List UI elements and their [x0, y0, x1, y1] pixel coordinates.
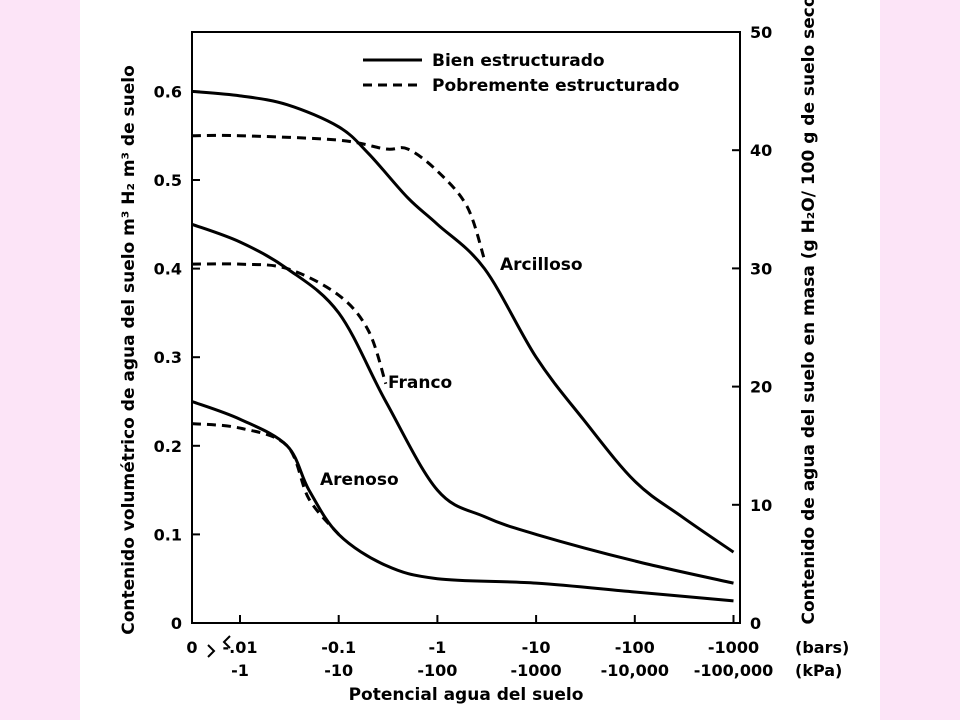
x-tick-label-bars: -.01 — [223, 638, 258, 657]
x-tick-label-kpa: -1000 — [511, 661, 562, 680]
axis-break-arrow — [207, 644, 216, 658]
series-arcilloso-solid — [191, 89, 735, 554]
series-franco-solid — [191, 222, 734, 585]
x-axis-label: Potencial agua del suelo — [349, 685, 584, 705]
y-left-tick-label: 0 — [171, 614, 182, 633]
y-left-tick-label: 0.2 — [154, 437, 182, 456]
x-tick-label-kpa: -100,000 — [694, 661, 774, 680]
y-right-tick-label: 20 — [750, 378, 772, 397]
x-tick-label-bars: -1000 — [708, 638, 759, 657]
x-unit-kpa: (kPa) — [795, 661, 842, 680]
x-tick-label-bars: -10 — [522, 638, 551, 657]
y-right-tick-label: 50 — [750, 23, 772, 42]
y-left-tick-label: 0.1 — [154, 525, 182, 544]
y-right-tick-label: 0 — [750, 614, 761, 633]
series-franco-dashed — [191, 262, 388, 385]
chart-panel — [80, 0, 880, 720]
y-right-tick-label: 40 — [750, 141, 772, 160]
curve-label-arenoso: Arenoso — [320, 470, 399, 490]
y-left-axis-label: Contenido volumétrico de agua del suelo … — [119, 65, 139, 635]
y-right-tick-label: 10 — [750, 496, 772, 515]
curve-label-arcilloso: Arcilloso — [500, 255, 583, 275]
curve-label-franco: Franco — [388, 373, 452, 393]
legend-label: Pobremente estructurado — [432, 76, 679, 96]
x-tick-label-bars: -1 — [429, 638, 447, 657]
x-tick-label-bars: 0 — [186, 638, 197, 657]
x-unit-bars: (bars) — [795, 638, 849, 657]
series-arenoso-dashed — [191, 422, 340, 536]
x-tick-label-kpa: -100 — [417, 661, 457, 680]
y-left-tick-label: 0.5 — [154, 171, 182, 190]
y-right-axis-label: Contenido de agua del suelo en masa (g H… — [799, 0, 819, 625]
x-tick-label-kpa: -1 — [231, 661, 249, 680]
x-tick-label-bars: -100 — [615, 638, 655, 657]
y-left-tick-label: 0.3 — [154, 348, 182, 367]
legend-label: Bien estructurado — [432, 51, 605, 71]
y-right-tick-label: 30 — [750, 259, 772, 278]
series-arenoso-solid — [191, 400, 734, 603]
x-tick-label-kpa: -10 — [324, 661, 353, 680]
axis-break-arrow — [222, 635, 231, 649]
y-left-tick-label: 0.6 — [154, 82, 182, 101]
x-tick-label-bars: -0.1 — [321, 638, 356, 657]
x-tick-label-kpa: -10,000 — [601, 661, 669, 680]
plot-frame — [191, 31, 741, 624]
y-left-tick-label: 0.4 — [154, 260, 182, 279]
